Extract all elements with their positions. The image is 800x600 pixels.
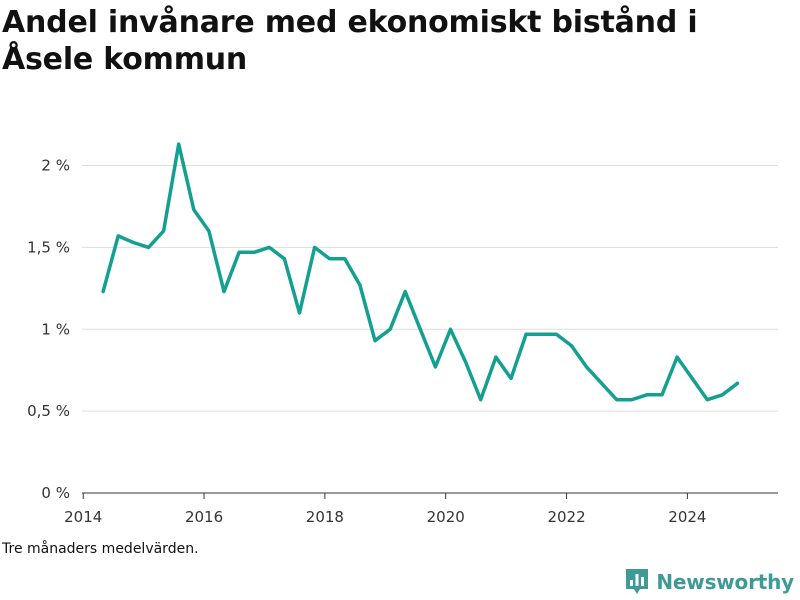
- data-point: [600, 381, 604, 385]
- x-tick-label: 2014: [64, 508, 102, 526]
- data-point: [101, 290, 105, 294]
- data-point: [116, 234, 120, 238]
- data-point: [449, 327, 453, 331]
- data-point: [464, 360, 468, 364]
- bar-chart-badge-icon: [626, 569, 649, 594]
- data-point: [207, 229, 211, 233]
- data-point: [584, 365, 588, 369]
- data-point: [645, 393, 649, 397]
- data-point: [131, 240, 135, 244]
- data-point: [267, 245, 271, 249]
- data-point: [736, 381, 740, 385]
- data-point: [494, 355, 498, 359]
- data-point: [705, 398, 709, 402]
- x-tick-label: 2016: [185, 508, 223, 526]
- data-point: [630, 398, 634, 402]
- data-point: [237, 250, 241, 254]
- y-axis-ticks: 0 % 0,5 % 1 % 1,5 % 2 %: [27, 157, 70, 503]
- data-point: [252, 250, 256, 254]
- data-point: [615, 398, 619, 402]
- data-point: [539, 332, 543, 336]
- data-point: [298, 311, 301, 315]
- data-point: [720, 393, 724, 397]
- series-layer: [101, 142, 740, 402]
- data-point: [403, 290, 407, 294]
- data-point: [282, 257, 286, 261]
- data-point: [569, 344, 573, 348]
- data-point: [509, 376, 513, 380]
- data-point: [554, 332, 558, 336]
- x-tick-label: 2020: [427, 508, 465, 526]
- data-point: [479, 398, 483, 402]
- data-point: [222, 290, 226, 294]
- y-tick-label: 1 %: [41, 320, 70, 338]
- data-point: [328, 257, 332, 261]
- brand-name: Newsworthy: [656, 570, 794, 594]
- gridlines: [82, 165, 778, 412]
- y-tick-label: 0,5 %: [27, 402, 70, 420]
- data-point: [373, 339, 377, 343]
- data-point: [313, 245, 317, 249]
- data-point: [192, 208, 196, 212]
- data-point: [388, 327, 392, 331]
- data-point: [162, 229, 166, 233]
- data-point: [343, 257, 347, 261]
- data-point: [358, 283, 362, 287]
- y-tick-label: 1,5 %: [27, 238, 70, 256]
- chart-caption: Tre månaders medelvärden.: [2, 541, 199, 557]
- y-tick-label: 2 %: [41, 157, 70, 175]
- data-point: [177, 142, 181, 146]
- data-point: [433, 365, 437, 369]
- data-point: [675, 355, 679, 359]
- x-axis: 2014 2016 2018 2020 2022 2024: [64, 492, 778, 526]
- x-tick-label: 2024: [668, 508, 706, 526]
- data-point: [146, 245, 150, 249]
- data-point: [418, 327, 422, 331]
- brand-logo: Newsworthy: [624, 568, 794, 596]
- chart-title: Andel invånare med ekonomiskt bistånd i …: [2, 5, 698, 77]
- data-point: [660, 393, 664, 397]
- x-tick-label: 2018: [306, 508, 344, 526]
- data-point: [690, 376, 694, 380]
- y-tick-label: 0 %: [41, 484, 70, 502]
- series-line: [101, 142, 740, 402]
- data-point: [524, 332, 528, 336]
- x-tick-label: 2022: [547, 508, 585, 526]
